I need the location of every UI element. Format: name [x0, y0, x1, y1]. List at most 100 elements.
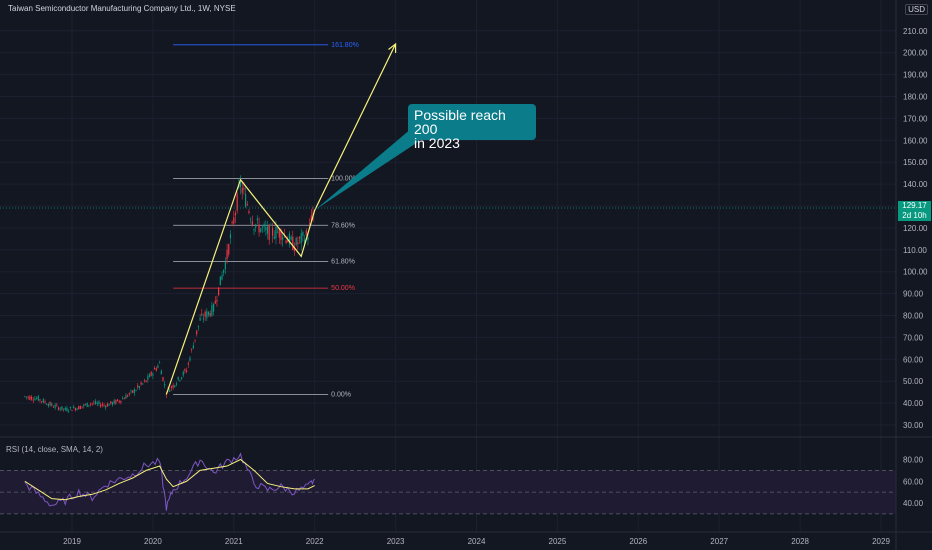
candle-body — [207, 311, 210, 315]
candle-body — [36, 398, 38, 399]
time-tick-label: 2026 — [629, 537, 647, 546]
candle-body — [293, 246, 296, 252]
candle-body — [268, 224, 270, 240]
price-tick-label: 100.00 — [903, 268, 928, 277]
time-tick-label: 2027 — [710, 537, 728, 546]
callout-pointer — [315, 128, 418, 210]
candle-body — [285, 240, 287, 243]
candle-body — [125, 395, 127, 399]
candle-body — [147, 376, 149, 380]
candle-body — [201, 313, 203, 316]
candle-body — [261, 226, 264, 228]
candle-body — [191, 349, 193, 350]
candle-body — [118, 400, 120, 403]
candle-body — [263, 224, 265, 227]
rsi-ma-line — [24, 458, 315, 501]
candle-body — [266, 226, 269, 234]
candle-body — [41, 401, 43, 402]
candle-body — [148, 374, 151, 378]
fib-level-label: 161.80% — [331, 42, 359, 49]
candle-body — [138, 386, 141, 389]
candle-body — [295, 237, 297, 246]
currency-button[interactable]: USD — [905, 4, 928, 15]
candle-body — [135, 390, 137, 392]
candle-body — [307, 237, 309, 241]
candle-body — [223, 269, 225, 273]
candle-body — [182, 371, 184, 376]
candle-body — [184, 369, 186, 371]
candle-body — [292, 236, 294, 250]
candle-body — [305, 230, 307, 235]
price-tick-label: 80.00 — [903, 312, 924, 321]
candle-body — [180, 377, 183, 379]
candle-body — [140, 382, 142, 385]
grid-lines — [0, 0, 896, 532]
candle-body — [110, 401, 112, 404]
symbol-title: Taiwan Semiconductor Manufacturing Compa… — [8, 4, 236, 13]
candle-body — [130, 390, 132, 392]
candle-body — [258, 224, 260, 233]
candle-body — [98, 401, 100, 404]
candle-body — [52, 407, 55, 408]
price-tick-label: 70.00 — [903, 333, 924, 342]
candle-body — [282, 236, 284, 240]
candle-body — [32, 399, 34, 401]
candle-body — [42, 399, 44, 403]
candle-body — [30, 396, 33, 400]
candle-body — [37, 396, 39, 401]
candle-body — [229, 234, 232, 239]
candle-body — [89, 403, 92, 405]
time-tick-label: 2023 — [387, 537, 405, 546]
callout-line-1: Possible reach 200 — [414, 107, 506, 137]
candle-body — [29, 396, 31, 400]
candle-body — [111, 402, 114, 405]
candle-body — [62, 408, 65, 410]
candle-body — [116, 399, 119, 402]
fib-level-label: 50.00% — [331, 285, 355, 292]
candle-body — [61, 406, 63, 410]
candle-body — [74, 408, 76, 411]
candle-body — [186, 370, 188, 373]
candle-body — [100, 404, 102, 407]
candle-body — [260, 228, 262, 232]
time-axis[interactable]: 2019 2020 2021 2022 2023 2024 2025 2026 2027 2028… — [63, 537, 890, 546]
candle-body — [76, 408, 78, 410]
candle-body — [239, 180, 242, 187]
candle-body — [197, 325, 200, 327]
fib-level-label: 78.60% — [331, 222, 355, 229]
candle-body — [218, 287, 220, 296]
candle-body — [54, 405, 56, 408]
candle-body — [270, 224, 272, 226]
candlestick-series — [24, 175, 314, 414]
candle-body — [128, 392, 130, 395]
time-tick-label: 2020 — [144, 537, 162, 546]
candle-body — [280, 229, 282, 240]
pattern-drawing[interactable] — [165, 42, 397, 395]
candle-body — [265, 227, 267, 231]
rsi-legend[interactable]: RSI (14, close, SMA, 14, 2) — [6, 445, 103, 454]
callout-note[interactable]: Possible reach 200 in 2023 — [408, 104, 536, 150]
candle-body — [309, 223, 311, 225]
candle-body — [159, 362, 161, 364]
candle-body — [145, 380, 147, 382]
candle-body — [212, 304, 215, 312]
fib-level-label: 100.00% — [331, 176, 359, 183]
candle-body — [46, 404, 48, 406]
price-tick-label: 30.00 — [903, 421, 924, 430]
candle-body — [120, 400, 122, 403]
candle-body — [255, 224, 257, 228]
candle-body — [290, 236, 292, 240]
candle-body — [228, 244, 230, 255]
fib-retracement[interactable]: 0.00% 50.00% 61.80% 78.60% 100.00% 161.80% — [173, 42, 359, 399]
pattern-path — [165, 43, 397, 395]
candle-body — [103, 405, 105, 406]
candle-body — [169, 390, 171, 392]
price-tick-label: 150.00 — [903, 158, 928, 167]
candle-body — [231, 221, 233, 224]
candle-body — [91, 402, 93, 404]
candle-body — [189, 357, 191, 361]
candle-body — [300, 233, 302, 244]
last-price-badge: 129.17 2d 10h — [898, 201, 931, 221]
